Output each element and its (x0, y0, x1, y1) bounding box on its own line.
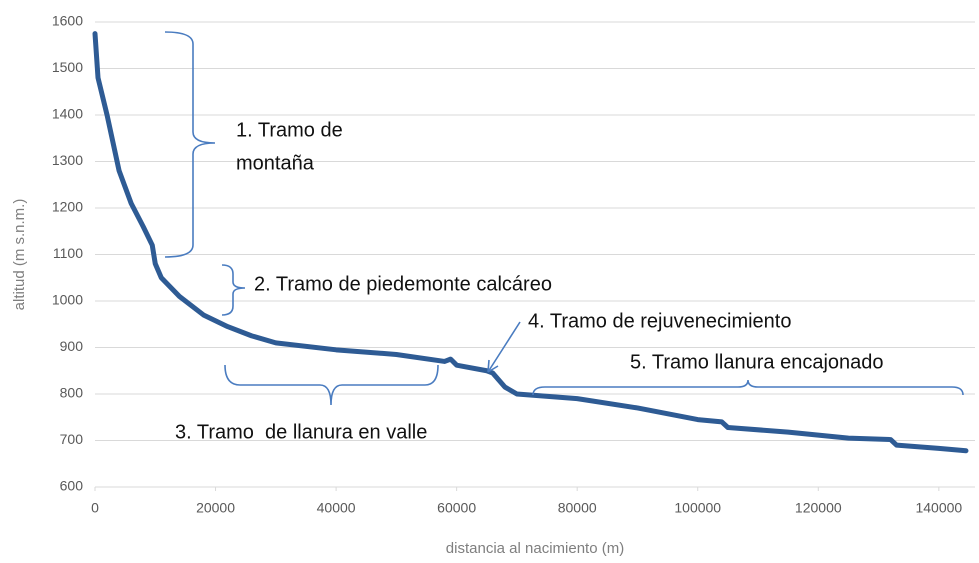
y-tick-label: 1600 (52, 13, 83, 29)
y-tick-label: 900 (60, 338, 84, 354)
x-axis-label: distancia al nacimiento (m) (446, 540, 624, 557)
y-tick-label: 1400 (52, 106, 83, 122)
brace-2 (221, 264, 246, 316)
x-tick-label: 80000 (558, 500, 597, 516)
data-line (92, 31, 969, 454)
brace-1 (164, 31, 216, 258)
annotation: 5. Tramo llanura encajonado (630, 351, 884, 373)
brace-5 (532, 379, 964, 396)
plot: 600 700 800 900 1000 1100 1200 1300 1400 1500 1600… (11, 13, 975, 557)
y-tick-label: 1300 (52, 152, 83, 168)
y-axis-label: altitud (m s.n.m.) (11, 199, 28, 311)
x-tick-label: 120000 (795, 500, 842, 516)
annotation: 3. Tramo de llanura en valle (175, 421, 427, 443)
x-tick-label: 60000 (437, 500, 476, 516)
annotation: 1. Tramo de (236, 119, 343, 141)
arrow-4 (487, 321, 521, 373)
x-tick-label: 40000 (317, 500, 356, 516)
x-tick-label: 0 (91, 500, 99, 516)
y-tick-label: 1100 (53, 245, 83, 261)
annotation: 4. Tramo de rejuvenecimiento (528, 310, 791, 332)
y-tick-label: 800 (60, 385, 84, 401)
annotation: montaña (236, 152, 315, 174)
brace-3 (224, 364, 439, 406)
y-tick-label: 1000 (52, 292, 83, 308)
x-tick-label: 20000 (196, 500, 235, 516)
x-tick-label: 100000 (674, 500, 721, 516)
y-tick-label: 700 (60, 431, 84, 447)
y-tick-label: 1200 (52, 199, 83, 215)
y-tick-label: 1500 (52, 59, 83, 75)
braces (164, 31, 964, 406)
x-tick-label: 140000 (915, 500, 962, 516)
annotation: 2. Tramo de piedemonte calcáreo (254, 273, 552, 295)
y-tick-label: 600 (60, 478, 84, 494)
